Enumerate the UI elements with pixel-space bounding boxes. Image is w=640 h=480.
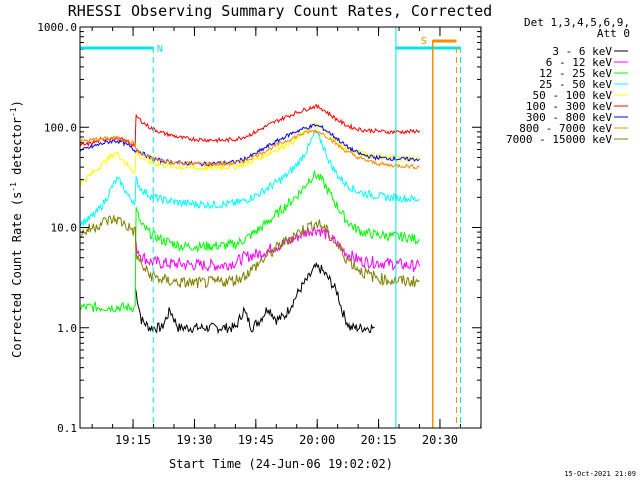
y-axis-label-main: Corrected Count Rate (s — [10, 192, 24, 358]
series-line-7 — [79, 128, 420, 170]
annotation-n: N — [157, 44, 163, 55]
y-tick-label-2: 10.0 — [51, 222, 78, 235]
legend-label-6: 300 - 800 keV — [526, 111, 612, 124]
y-tick-label-1: 1.0 — [57, 322, 77, 335]
legend-label-3: 25 - 50 keV — [539, 78, 612, 91]
series-line-1 — [135, 224, 421, 273]
legend-label-4: 50 - 100 keV — [533, 89, 613, 102]
legend-label-1: 6 - 12 keV — [546, 56, 613, 69]
y-axis-label-sup1: -1 — [9, 182, 18, 192]
series-line-8 — [79, 215, 420, 289]
legend-label-2: 12 - 25 keV — [539, 67, 612, 80]
legend-label-7: 800 - 7000 keV — [519, 122, 612, 135]
y-axis-label-sup2: -1 — [9, 107, 18, 117]
y-tick-label-0: 0.1 — [57, 422, 77, 435]
series-line-5 — [79, 103, 421, 148]
y-tick-label-4: 1000.0 — [37, 21, 77, 34]
y-axis-label-end: ) — [10, 100, 24, 107]
x-tick-label-2: 19:45 — [238, 433, 274, 447]
x-tick-label-3: 20:00 — [299, 433, 335, 447]
y-axis-label-mid: detector — [10, 117, 24, 182]
series-group — [79, 103, 421, 335]
chart-title: RHESSI Observing Summary Count Rates, Co… — [68, 2, 492, 20]
series-line-4 — [79, 122, 421, 186]
legend-label-8: 7000 - 15000 keV — [506, 133, 612, 146]
series-line-0 — [134, 262, 375, 335]
x-tick-label-1: 19:30 — [176, 433, 212, 447]
x-axis-label: Start Time (24-Jun-06 19:02:02) — [169, 457, 393, 471]
y-tick-label-3: 100.0 — [44, 121, 77, 134]
axis-ticks: 0.1 1.0 10.0 100.0 1000.0 19:15 19:30 19:45 20:0… — [37, 21, 482, 447]
x-tick-label-0: 19:15 — [115, 433, 151, 447]
legend-header-line1: Det 1,3,4,5,6,9, — [524, 16, 630, 29]
annotations: NS — [79, 27, 462, 428]
plot-frame — [79, 26, 482, 429]
series-line-3 — [79, 129, 420, 228]
legend-label-0: 3 - 6 keV — [552, 45, 612, 58]
annotation-s: S — [421, 36, 427, 47]
x-tick-label-4: 20:15 — [361, 433, 397, 447]
y-axis-label: Corrected Count Rate (s-1 detector-1) — [9, 100, 24, 358]
series-line-6 — [79, 123, 420, 167]
legend-header-line2: Att 0 — [597, 27, 630, 40]
x-tick-label-5: 20:30 — [422, 433, 458, 447]
footer-timestamp: 15-Oct-2021 21:09 — [564, 470, 636, 478]
legend-label-5: 100 - 300 keV — [526, 100, 612, 113]
